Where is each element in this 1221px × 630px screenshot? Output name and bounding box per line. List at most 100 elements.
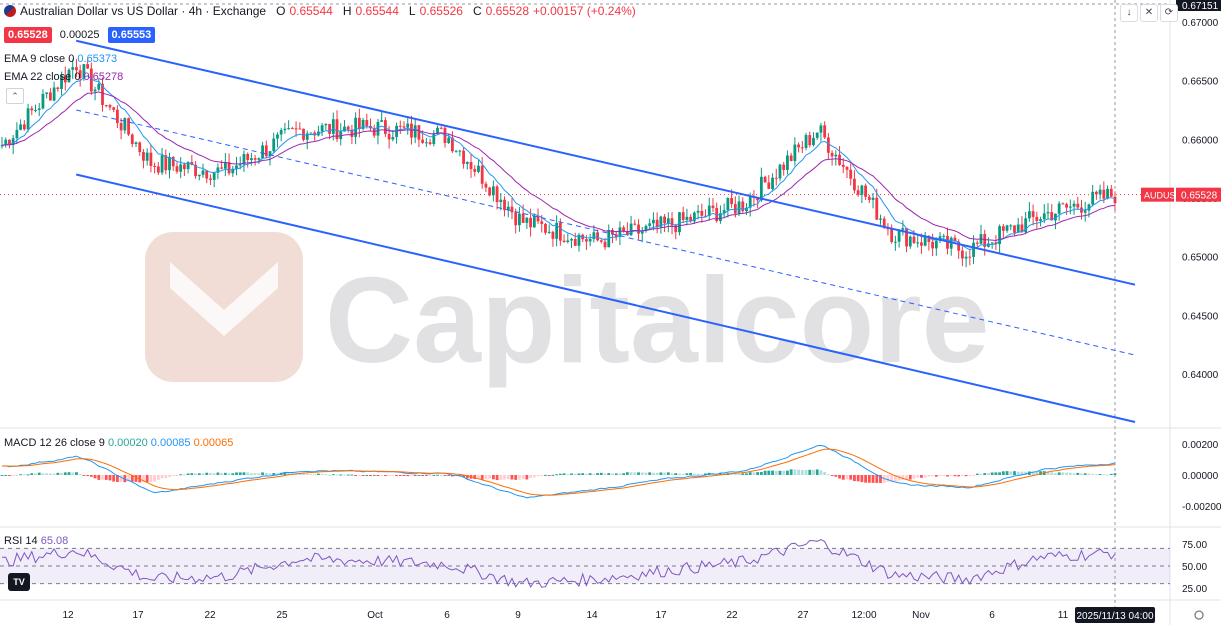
macd-bar xyxy=(968,475,972,477)
macd-tick-label: -0.00200 xyxy=(1182,502,1221,513)
macd-bar xyxy=(644,472,648,475)
macd-bar xyxy=(704,473,707,475)
buy-button[interactable]: 0.65553 xyxy=(107,27,156,43)
macd-bar xyxy=(659,472,663,475)
macd-bar xyxy=(663,472,666,475)
collapse-legend-icon[interactable]: ⌃ xyxy=(6,88,24,104)
macd-bar xyxy=(864,475,867,483)
macd-bar xyxy=(406,475,410,477)
candle xyxy=(938,236,942,241)
macd-bar xyxy=(603,473,607,475)
candle xyxy=(223,162,227,169)
candle xyxy=(406,123,410,128)
candle xyxy=(882,218,886,228)
candle xyxy=(469,162,473,169)
macd-bar xyxy=(391,475,395,476)
rsi-legend[interactable]: RSI 14 65.08 xyxy=(4,535,68,547)
candle xyxy=(1113,196,1117,204)
macd-bar xyxy=(335,474,339,476)
macd-bar xyxy=(748,472,752,475)
candle xyxy=(324,124,328,126)
candle xyxy=(506,206,510,211)
macd-bar xyxy=(923,475,927,478)
macd-bar xyxy=(1061,472,1065,475)
macd-bar xyxy=(949,475,953,476)
macd-bar xyxy=(815,469,819,475)
ema9-legend[interactable]: EMA 9 close 0 0.65373 xyxy=(4,53,117,65)
candle xyxy=(454,150,458,152)
candle xyxy=(585,239,588,242)
candle xyxy=(622,227,626,232)
candle xyxy=(826,137,830,153)
macd-bar xyxy=(633,472,637,475)
candle xyxy=(748,197,752,208)
candle xyxy=(242,153,246,165)
candle xyxy=(119,123,123,131)
candle xyxy=(436,127,439,134)
macd-bar xyxy=(652,472,655,475)
macd-bar xyxy=(164,475,168,478)
symbol-title[interactable]: Australian Dollar vs US Dollar · 4h · Ex… xyxy=(20,4,267,18)
macd-bar xyxy=(849,475,853,480)
macd-bar xyxy=(826,474,830,476)
refresh-icon[interactable]: ⟳ xyxy=(1160,4,1178,22)
candle xyxy=(164,155,168,171)
candle xyxy=(964,256,968,259)
arrow-down-icon[interactable]: ↓ xyxy=(1120,4,1138,22)
macd-bar xyxy=(261,472,264,475)
candle xyxy=(41,93,45,109)
candle xyxy=(134,142,138,145)
macd-bar xyxy=(979,473,983,475)
candle xyxy=(220,167,224,169)
macd-bar xyxy=(741,473,745,475)
candle xyxy=(1042,213,1046,220)
macd-bar xyxy=(424,475,428,476)
macd-bar xyxy=(555,474,559,476)
macd-bar xyxy=(942,475,946,476)
candle xyxy=(268,151,272,157)
candle xyxy=(115,109,119,124)
candle xyxy=(797,144,800,148)
candle xyxy=(272,138,276,152)
macd-bar xyxy=(22,474,26,476)
candle xyxy=(313,132,317,136)
macd-bar xyxy=(789,469,793,475)
macd-bar xyxy=(920,475,923,478)
macd-legend[interactable]: MACD 12 26 close 9 0.00020 0.00085 0.000… xyxy=(4,437,233,449)
candle xyxy=(346,126,350,130)
macd-bar xyxy=(387,475,391,476)
macd-bar xyxy=(983,473,987,475)
candle xyxy=(856,190,860,195)
macd-bar xyxy=(283,471,287,475)
macd-bar xyxy=(737,473,741,475)
time-tick-label: 12:00 xyxy=(851,610,876,621)
close-icon[interactable]: ✕ xyxy=(1140,4,1158,22)
candle xyxy=(875,197,879,220)
sell-button[interactable]: 0.65528 xyxy=(4,27,52,43)
macd-bar xyxy=(752,472,756,475)
candle xyxy=(931,241,935,249)
macd-bar xyxy=(614,473,618,475)
candle xyxy=(1102,189,1106,199)
macd-bar xyxy=(142,475,145,483)
macd-bar xyxy=(964,475,968,477)
time-tick-label: 17 xyxy=(132,610,144,621)
candle xyxy=(1083,210,1087,213)
macd-bar xyxy=(15,475,19,476)
macd-bar xyxy=(26,474,30,476)
macd-bar xyxy=(11,475,15,476)
macd-bar xyxy=(867,475,871,483)
macd-bar xyxy=(272,473,276,475)
macd-bar xyxy=(871,475,875,483)
macd-bar xyxy=(134,475,138,482)
macd-bar xyxy=(599,472,603,475)
candle xyxy=(250,158,253,161)
candle xyxy=(1068,206,1072,208)
macd-bar xyxy=(1076,472,1080,475)
candle xyxy=(905,228,908,247)
candle xyxy=(130,134,134,145)
macd-bar xyxy=(436,474,439,476)
ema22-legend[interactable]: EMA 22 close 0 0.65278 xyxy=(4,71,123,83)
